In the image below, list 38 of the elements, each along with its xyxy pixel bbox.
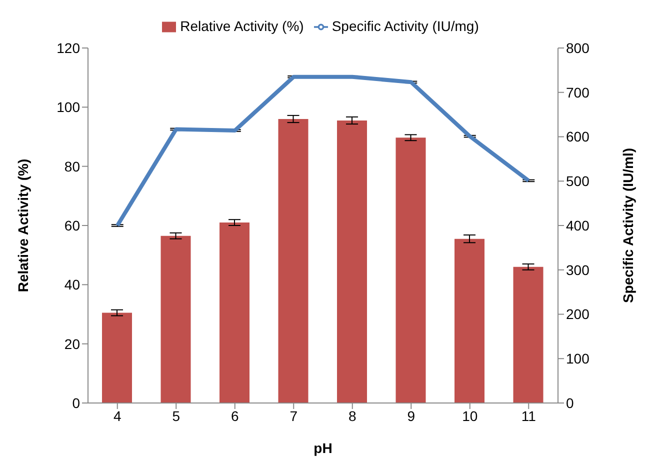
x-tick-label: 6 <box>230 408 239 424</box>
bar <box>396 138 426 403</box>
bar <box>513 266 544 403</box>
bar <box>454 238 484 403</box>
x-tick-label: 7 <box>290 408 298 424</box>
y2-tick-label: 700 <box>566 84 590 100</box>
y2-tick-label: 100 <box>566 350 590 367</box>
y2-tick-label: 200 <box>566 306 590 322</box>
y2-tick-label: 800 <box>566 40 590 56</box>
bar <box>220 222 250 403</box>
y-tick-label: 0 <box>72 394 80 411</box>
x-tick-label: 10 <box>462 408 478 424</box>
x-tick-label: 11 <box>521 408 536 424</box>
bar <box>102 312 132 403</box>
x-tick-label: 9 <box>407 408 416 424</box>
y-tick-label: 40 <box>64 276 80 293</box>
x-tick-label: 8 <box>348 408 356 424</box>
x-tick-label: 4 <box>113 408 122 424</box>
y2-tick-label: 300 <box>566 262 590 278</box>
bar <box>278 119 308 403</box>
y-tick-label: 60 <box>64 217 80 234</box>
bar <box>160 236 191 403</box>
y-axis-title: Relative Activity (%) <box>14 158 31 292</box>
x-tick-label: 5 <box>172 408 180 424</box>
legend-label: Specific Activity (IU/mg) <box>332 18 479 34</box>
x-axis-title: pH <box>314 440 332 456</box>
y2-tick-label: 600 <box>566 128 590 145</box>
y2-tick-label: 500 <box>566 173 590 190</box>
y2-tick-label: 400 <box>566 217 590 234</box>
y-tick-label: 100 <box>56 99 80 116</box>
bar <box>337 120 367 403</box>
y2-axis-title: Specific Activity (IU/ml) <box>620 148 636 304</box>
y-tick-label: 20 <box>64 336 80 352</box>
legend-label: Relative Activity (%) <box>180 18 304 34</box>
y-tick-label: 80 <box>64 158 80 174</box>
y-tick-label: 120 <box>56 40 80 56</box>
y2-tick-label: 0 <box>566 394 574 411</box>
line-series <box>115 74 531 228</box>
